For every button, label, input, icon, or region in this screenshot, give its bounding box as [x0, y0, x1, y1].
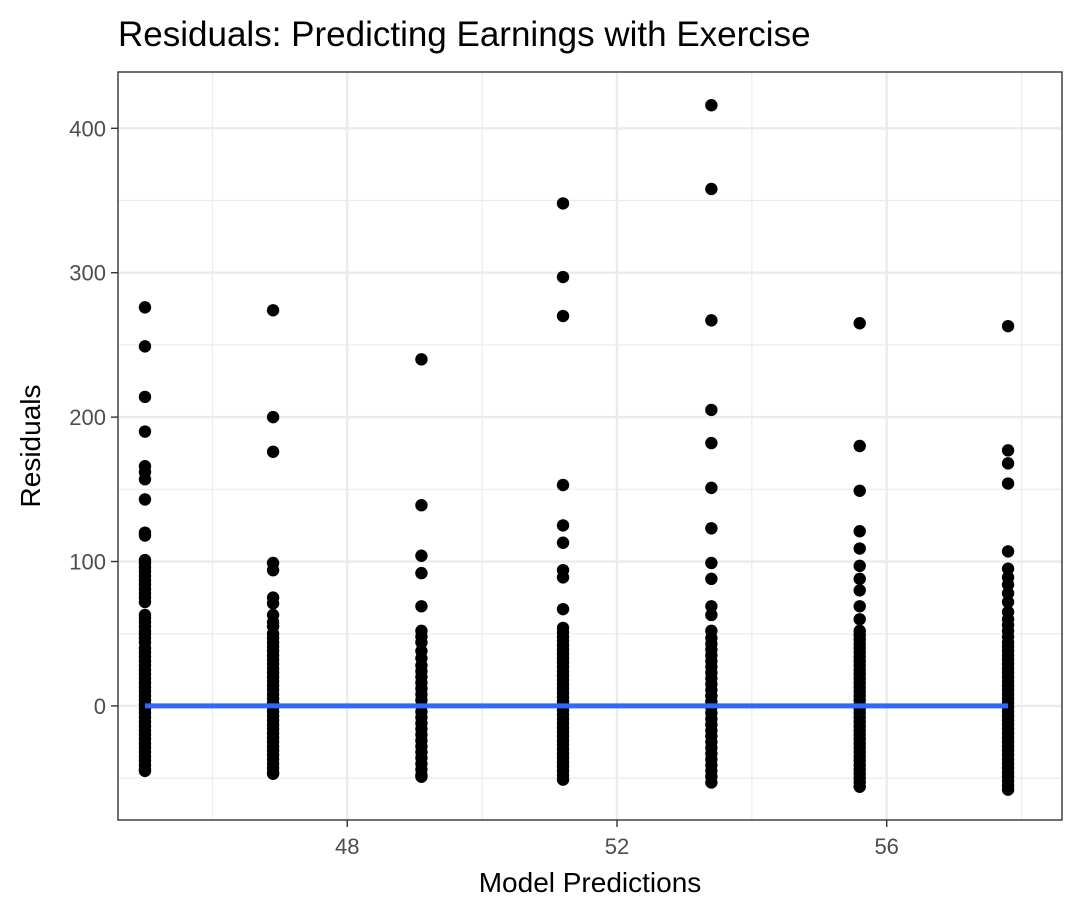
data-point [138, 493, 152, 506]
data-point [705, 403, 718, 417]
data-point [266, 563, 280, 577]
data-point [1001, 783, 1015, 796]
data-point [1001, 578, 1015, 591]
data-point [556, 571, 570, 584]
data-point [705, 776, 718, 789]
data-point [853, 572, 866, 586]
data-point [1001, 444, 1015, 457]
data-point [705, 608, 718, 622]
y-tick-label: 400 [69, 116, 106, 141]
x-tick-label: 52 [605, 834, 629, 859]
data-point [415, 636, 428, 649]
data-point [556, 478, 570, 492]
data-point [266, 304, 280, 317]
data-point [705, 600, 718, 613]
data-point [138, 390, 152, 404]
data-point [1001, 545, 1015, 558]
data-point [415, 353, 428, 366]
data-point [415, 600, 428, 613]
data-point [1001, 319, 1015, 333]
data-point [415, 549, 428, 562]
data-point [1001, 457, 1015, 470]
data-point [556, 536, 570, 549]
data-point [705, 182, 718, 196]
data-point [138, 425, 152, 438]
data-point [415, 499, 428, 512]
data-point [705, 556, 718, 570]
y-axis-ticks: 0 100 200 300 400 [69, 116, 118, 719]
data-point [853, 780, 866, 793]
data-point [556, 270, 570, 284]
data-point [556, 773, 570, 786]
data-point [705, 99, 718, 112]
data-point [556, 519, 570, 532]
data-point [138, 764, 152, 778]
data-point [853, 317, 866, 330]
data-point [853, 542, 866, 555]
data-point [138, 529, 152, 542]
x-axis-title: Model Predictions [479, 867, 702, 898]
data-point [853, 600, 866, 613]
x-tick-label: 48 [335, 834, 359, 859]
data-point [266, 597, 280, 610]
y-axis-title: Residuals [15, 385, 46, 508]
x-axis-ticks: 48 52 56 [335, 820, 899, 859]
data-point [853, 484, 866, 497]
data-point [138, 340, 152, 353]
data-point [1001, 477, 1015, 490]
data-point [1001, 587, 1015, 600]
data-point [266, 445, 280, 458]
data-point [138, 473, 152, 486]
data-point [705, 522, 718, 535]
data-point [705, 572, 718, 586]
y-tick-label: 0 [94, 694, 106, 719]
data-point [853, 559, 866, 573]
chart-title: Residuals: Predicting Earnings with Exer… [118, 15, 811, 54]
data-point [853, 584, 866, 597]
data-point [138, 595, 152, 609]
y-tick-label: 300 [69, 261, 106, 286]
data-point [853, 439, 866, 453]
data-point [415, 770, 428, 783]
data-point [556, 309, 570, 323]
data-point [1001, 562, 1015, 575]
y-tick-label: 100 [69, 550, 106, 575]
data-points [138, 99, 1015, 796]
panel-border [117, 71, 1063, 821]
data-point [853, 524, 866, 538]
data-point [1001, 595, 1015, 609]
data-point [556, 602, 570, 616]
data-point [705, 314, 718, 327]
data-point [266, 410, 280, 424]
x-tick-label: 56 [874, 834, 898, 859]
data-point [556, 197, 570, 210]
data-point [853, 613, 866, 626]
data-point [266, 767, 280, 780]
data-point [705, 481, 718, 495]
data-point [138, 301, 152, 314]
data-point [705, 436, 718, 450]
data-point [415, 566, 428, 580]
y-tick-label: 200 [69, 405, 106, 430]
